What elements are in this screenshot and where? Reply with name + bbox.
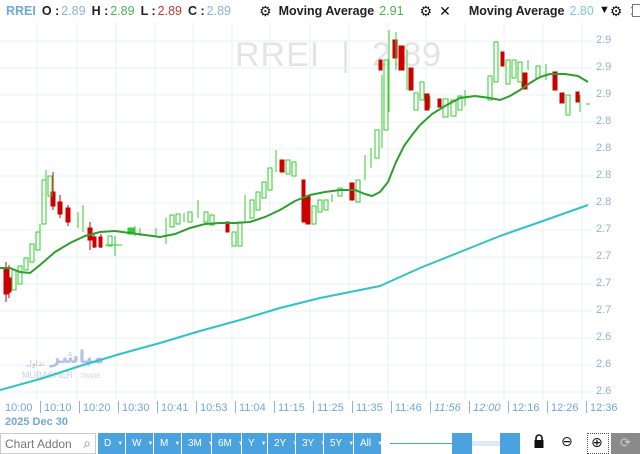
y-tick-label: 2.7 — [596, 223, 612, 235]
y-tick-label: 2.9 — [596, 61, 612, 73]
x-axis: 10:00 10:10 10:20 10:30 10:41 10:53 11:0… — [0, 400, 618, 416]
ma-short-line — [0, 73, 589, 275]
open-value: 2.89 — [61, 4, 86, 18]
chart-legend: RREI O : 2.89 H : 2.89 L : 2.89 C : 2.89… — [0, 0, 640, 22]
period-button-3m[interactable]: 3M ▼ — [182, 433, 214, 454]
y-tick-label: 2.7 — [596, 250, 612, 262]
x-tick-label: 11:04 — [239, 402, 266, 414]
chart-addon-placeholder: Chart Addon — [5, 437, 72, 451]
period-button-5y[interactable]: 5Y ▼ — [324, 433, 354, 454]
y-tick-label: 2.6 — [596, 358, 612, 370]
svg-text:MUBASHER: MUBASHER — [22, 370, 74, 380]
y-tick-label: 2.7 — [596, 304, 612, 316]
x-tick-label: 11:46 — [395, 402, 422, 414]
x-tick-label: 10:41 — [161, 402, 189, 414]
gear-icon[interactable]: ⚙ — [419, 2, 433, 19]
period-button-m[interactable]: M ▼ — [154, 433, 182, 454]
price-chart[interactable]: مباشر تداول MUBASHER TRADE — [0, 22, 592, 400]
period-button-6m[interactable]: 6M ▼ — [212, 433, 244, 454]
chart-addon-input[interactable]: Chart Addon ⌕ — [0, 433, 96, 454]
period-button-w[interactable]: W ▼ — [126, 433, 154, 454]
ma-long-line — [0, 204, 589, 391]
range-slider-left-handle[interactable] — [452, 433, 472, 454]
y-tick-label: 2.9 — [596, 34, 612, 46]
svg-text:مباشر: مباشر — [49, 347, 104, 368]
period-button-3y[interactable]: 3Y▼ — [296, 433, 326, 454]
x-tick-label: 12:36 — [590, 402, 618, 414]
x-tick-label: 11:35 — [356, 402, 383, 414]
y-axis: 2.9 2.9 2.9 2.8 2.8 2.8 2.8 2.7 2.7 2.7 … — [594, 0, 640, 400]
close-value: 2.89 — [206, 4, 231, 18]
symbol-label: RREI — [6, 4, 36, 18]
period-button-2y[interactable]: 2Y▼ — [268, 433, 298, 454]
x-tick-label: 11:25 — [317, 402, 344, 414]
x-tick-label: 12:00 — [473, 402, 501, 414]
x-tick-label: 12:26 — [551, 402, 579, 414]
zoom-in-icon: ⊕ — [591, 434, 603, 450]
mubasher-logo: مباشر تداول MUBASHER TRADE — [22, 347, 104, 380]
bottom-toolbar: Chart Addon ⌕ D▼ W▼ M▼ 3M▼ 6M▼ Y▼ 2Y▼ 3Y… — [0, 432, 640, 454]
y-tick-label: 2.7 — [596, 277, 612, 289]
x-tick-label: 10:20 — [83, 402, 111, 414]
candles — [3, 30, 590, 302]
date-label: 2025 Dec 30 — [5, 416, 68, 428]
range-slider-right-handle[interactable] — [500, 433, 520, 454]
ma1-value: 2.91 — [379, 4, 404, 18]
grid — [0, 22, 592, 400]
x-tick-label: 10:53 — [200, 402, 228, 414]
x-tick-label: 10:30 — [122, 402, 150, 414]
ma2-label: Moving Average — [468, 4, 565, 18]
y-tick-label: 2.9 — [596, 88, 612, 100]
lock-icon[interactable] — [533, 434, 545, 452]
x-tick-label: 12:16 — [512, 402, 540, 414]
refresh-icon: ⟳ — [620, 435, 631, 450]
high-label: H : — [91, 4, 109, 18]
y-tick-label: 2.8 — [596, 169, 612, 181]
y-tick-label: 2.8 — [596, 115, 612, 127]
y-tick-label: 2.8 — [596, 196, 612, 208]
low-label: L : — [140, 4, 156, 18]
x-tick-label: 10:10 — [44, 402, 72, 414]
gear-icon[interactable]: ⚙ — [259, 2, 272, 19]
low-value: 2.89 — [157, 4, 182, 18]
range-slider-selection[interactable] — [472, 441, 500, 446]
gear-icon[interactable]: ⚙ — [609, 2, 623, 19]
open-label: O : — [41, 4, 60, 18]
panel-checkbox[interactable] — [632, 4, 640, 17]
ma2-value: 2.80 — [569, 4, 594, 18]
high-value: 2.89 — [110, 4, 135, 18]
y-tick-label: 2.8 — [596, 142, 612, 154]
zoom-out-icon[interactable]: ⊖ — [561, 433, 573, 449]
search-icon[interactable]: ⌕ — [83, 435, 91, 451]
svg-text:TRADE: TRADE — [80, 374, 100, 380]
y-tick-label: 2.6 — [596, 385, 612, 397]
close-label: C : — [187, 4, 205, 18]
close-icon[interactable]: ✕ — [439, 2, 451, 19]
refresh-button[interactable]: ⟳ — [611, 433, 640, 454]
dropdown-icon[interactable]: ▼ — [599, 4, 610, 16]
ma1-label: Moving Average — [278, 4, 375, 18]
zoom-in-button[interactable]: ⊕ — [587, 433, 609, 454]
x-tick-label: 11:56 — [434, 402, 461, 414]
svg-text:تداول: تداول — [26, 359, 44, 368]
period-button-all[interactable]: All ▼ — [354, 433, 383, 454]
x-tick-label: 10:00 — [5, 402, 33, 414]
period-button-d[interactable]: D ▼ — [98, 433, 126, 454]
period-button-y[interactable]: Y ▼ — [242, 433, 268, 454]
x-tick-label: 11:15 — [278, 402, 305, 414]
y-tick-label: 2.6 — [596, 331, 612, 343]
